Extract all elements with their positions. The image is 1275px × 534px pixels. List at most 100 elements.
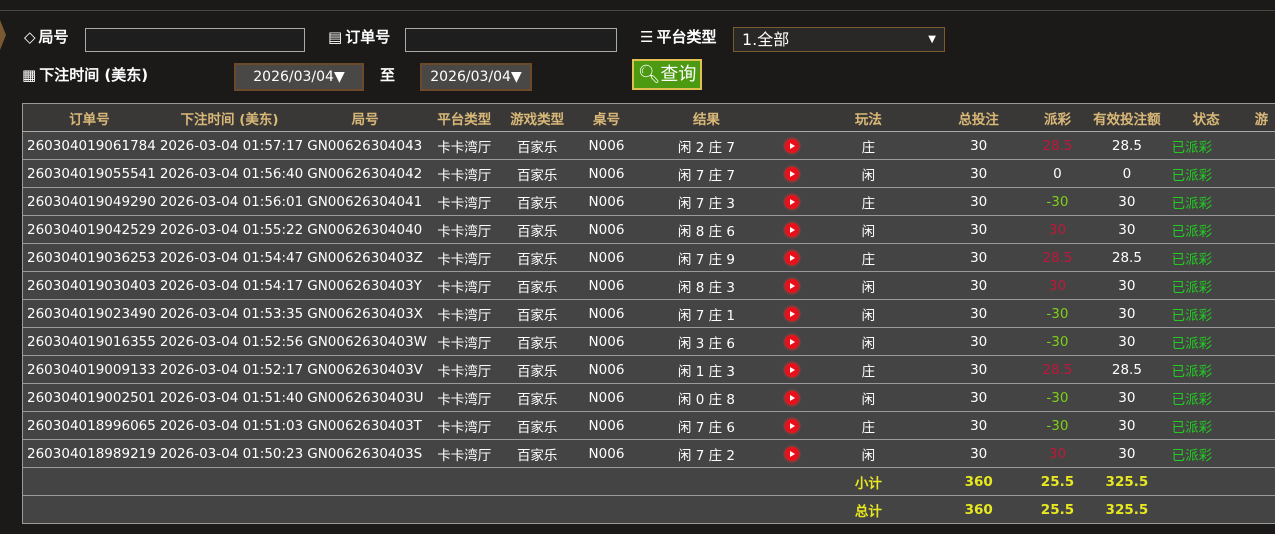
table-no-cell: N006 [572, 411, 641, 440]
play-video-icon[interactable] [785, 250, 800, 265]
order-id-cell: 260304018996065 [22, 411, 156, 440]
round-id-cell: GN0062630403W [303, 327, 428, 356]
total-bet-cell: 30 [924, 159, 1033, 188]
date-from-select[interactable]: 2026/03/04▼ [234, 63, 364, 91]
play-video-icon[interactable] [785, 222, 800, 237]
side-tab[interactable] [0, 20, 6, 50]
subtotal-cell [22, 467, 156, 496]
status-cell: 已派彩 [1171, 327, 1241, 356]
play-video-icon[interactable] [785, 418, 800, 433]
extra-cell [1240, 411, 1275, 440]
payout-cell: 30 [1032, 271, 1083, 300]
total-bet-cell: 30 [924, 215, 1033, 244]
subtotal-cell [1171, 467, 1241, 496]
replay-cell [772, 439, 813, 468]
table-no-cell: N006 [572, 131, 641, 160]
bet-time-cell: 2026-03-04 01:57:17 [155, 131, 304, 160]
order-input[interactable] [405, 28, 617, 52]
platform-select[interactable]: 1.全部 ▼ [733, 27, 945, 52]
replay-cell [772, 327, 813, 356]
result-cell: 闲 7 庄 2 [640, 439, 773, 468]
table-row[interactable]: 260304019049290 2026-03-04 01:56:01 GN0062… [22, 187, 1275, 216]
round-id-cell: GN0062630403V [303, 355, 428, 384]
bet-type-cell: 闲 [812, 299, 925, 328]
total-bet-cell: 30 [924, 355, 1033, 384]
total-bet-cell: 30 [924, 299, 1033, 328]
table-no-cell: N006 [572, 299, 641, 328]
subtotal-cell: 325.5 [1082, 467, 1172, 496]
bet-time-cell: 2026-03-04 01:51:03 [155, 411, 304, 440]
table-row[interactable]: 260304019016355 2026-03-04 01:52:56 GN0062… [22, 327, 1275, 356]
column-header: 订单号 [22, 103, 156, 132]
total-bet-cell: 30 [924, 411, 1033, 440]
result-cell: 闲 2 庄 7 [640, 131, 773, 160]
bet-type-cell: 闲 [812, 327, 925, 356]
bet-time-cell: 2026-03-04 01:56:01 [155, 187, 304, 216]
query-label: 查询 [660, 64, 697, 85]
subtotal-cell: 小计 [812, 467, 925, 496]
table-row[interactable]: 260304018989219 2026-03-04 01:50:23 GN0062… [22, 439, 1275, 468]
table-no-cell: N006 [572, 271, 641, 300]
round-id-cell: GN0062630403U [303, 383, 428, 412]
order-id-cell: 260304019009133 [22, 355, 156, 384]
subtotal-row: 小计 360 25.5 325.5 [22, 467, 1275, 496]
query-button[interactable]: 🔍︎查询 [632, 59, 702, 90]
round-input[interactable] [85, 28, 305, 52]
game-type-cell: 百家乐 [501, 271, 573, 300]
play-video-icon[interactable] [785, 194, 800, 209]
play-video-icon[interactable] [785, 334, 800, 349]
bet-time-cell: 2026-03-04 01:54:17 [155, 271, 304, 300]
play-video-icon[interactable] [785, 446, 800, 461]
subtotal-cell [155, 467, 304, 496]
replay-cell [772, 299, 813, 328]
table-row[interactable]: 260304019009133 2026-03-04 01:52:17 GN0062… [22, 355, 1275, 384]
result-cell: 闲 7 庄 7 [640, 159, 773, 188]
table-header: 订单号 下注时间 (美东) 局号 平台类型 游戏类型 桌号 结果 玩法 总投注 派彩 有效投注额 状态… [22, 103, 1275, 132]
round-id-cell: GN00626304040 [303, 215, 428, 244]
date-to-select[interactable]: 2026/03/04▼ [420, 63, 532, 91]
extra-cell [1240, 159, 1275, 188]
platform-cell: 卡卡湾厅 [427, 159, 502, 188]
table-row[interactable]: 260304019042529 2026-03-04 01:55:22 GN0062… [22, 215, 1275, 244]
table-row[interactable]: 260304019002501 2026-03-04 01:51:40 GN0062… [22, 383, 1275, 412]
table-row[interactable]: 260304019036253 2026-03-04 01:54:47 GN0062… [22, 243, 1275, 272]
platform-cell: 卡卡湾厅 [427, 187, 502, 216]
play-video-icon[interactable] [785, 390, 800, 405]
play-video-icon[interactable] [785, 362, 800, 377]
total-cell [640, 495, 773, 524]
bet-type-cell: 闲 [812, 439, 925, 468]
play-video-icon[interactable] [785, 306, 800, 321]
status-cell: 已派彩 [1171, 159, 1241, 188]
status-cell: 已派彩 [1171, 243, 1241, 272]
table-row[interactable]: 260304019030403 2026-03-04 01:54:17 GN0062… [22, 271, 1275, 300]
column-header: 下注时间 (美东) [155, 103, 304, 132]
payout-cell: -30 [1032, 411, 1083, 440]
subtotal-cell [772, 467, 813, 496]
valid-bet-cell: 30 [1082, 215, 1172, 244]
result-cell: 闲 7 庄 3 [640, 187, 773, 216]
total-cell [572, 495, 641, 524]
replay-cell [772, 131, 813, 160]
to-label: 至 [380, 66, 396, 84]
platform-cell: 卡卡湾厅 [427, 411, 502, 440]
table-row[interactable]: 260304019055541 2026-03-04 01:56:40 GN0062… [22, 159, 1275, 188]
play-video-icon[interactable] [785, 138, 800, 153]
total-cell [501, 495, 573, 524]
valid-bet-cell: 30 [1082, 327, 1172, 356]
replay-cell [772, 215, 813, 244]
total-cell [427, 495, 502, 524]
game-type-cell: 百家乐 [501, 215, 573, 244]
bet-type-cell: 庄 [812, 131, 925, 160]
platform-value: 1.全部 [742, 30, 790, 49]
total-cell: 360 [924, 495, 1033, 524]
table-row[interactable]: 260304019061784 2026-03-04 01:57:17 GN0062… [22, 131, 1275, 160]
table-row[interactable]: 260304018996065 2026-03-04 01:51:03 GN0062… [22, 411, 1275, 440]
total-bet-cell: 30 [924, 131, 1033, 160]
total-cell: 25.5 [1032, 495, 1083, 524]
play-video-icon[interactable] [785, 278, 800, 293]
order-id-cell: 260304019023490 [22, 299, 156, 328]
table-row[interactable]: 260304019023490 2026-03-04 01:53:35 GN0062… [22, 299, 1275, 328]
bet-time-cell: 2026-03-04 01:52:56 [155, 327, 304, 356]
play-video-icon[interactable] [785, 166, 800, 181]
payout-cell: 28.5 [1032, 355, 1083, 384]
